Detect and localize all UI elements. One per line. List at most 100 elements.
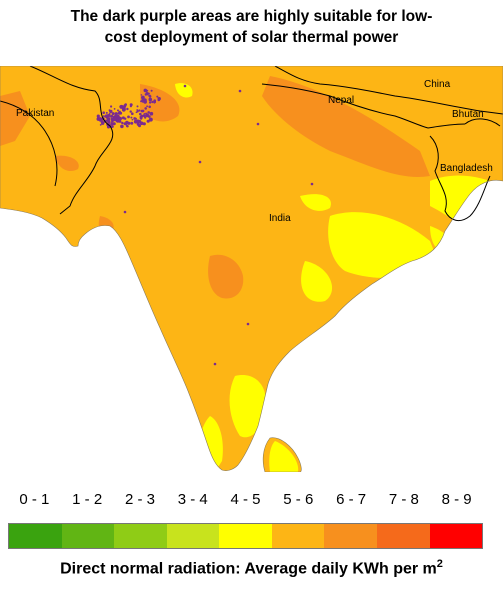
suitable-area-dot [110, 122, 114, 126]
suitable-area-dot [246, 322, 250, 326]
suitable-area-dot [238, 89, 242, 93]
suitable-area-dot [148, 101, 152, 104]
legend-caption-text: Direct normal radiation: Average daily K… [60, 560, 437, 578]
legend-swatch [219, 524, 272, 548]
legend-range-labels: 0 - 1 1 - 2 2 - 3 3 - 4 4 - 5 5 - 6 6 - 7 7 - 8… [8, 491, 483, 511]
suitable-area-dot [113, 108, 116, 110]
suitable-area-dot [146, 105, 149, 108]
zone-ganga-low [300, 194, 331, 211]
suitable-area-dot [143, 114, 146, 118]
suitable-area-dot [124, 117, 127, 120]
suitable-area-dot [129, 110, 132, 113]
suitable-area-dot [133, 119, 138, 124]
border-bangladesh [429, 135, 491, 222]
suitable-area-dot [138, 124, 141, 128]
suitable-area-dot [141, 109, 145, 113]
border-bhutan [464, 118, 501, 127]
suitable-area-dot [121, 116, 124, 119]
legend-swatch [61, 524, 115, 548]
suitable-area-dot [140, 100, 142, 103]
legend-range-label: 7 - 8 [388, 491, 419, 508]
border-himalaya-north [274, 66, 503, 115]
suitable-area-dot [108, 120, 110, 122]
suitable-area-dot [130, 121, 134, 125]
suitable-area-dot [127, 115, 130, 119]
suitable-area-dot [123, 210, 127, 214]
suitable-area-dot [256, 122, 260, 126]
label-nepal: Nepal [328, 95, 354, 106]
solar-radiation-map: Pakistan Nepal China Bhutan Bangladesh I… [0, 66, 503, 472]
label-pakistan: Pakistan [16, 108, 54, 119]
legend-swatch [324, 524, 377, 548]
zone-pakistan-high [0, 91, 30, 146]
suitable-area-dot [148, 117, 153, 122]
suitable-area-dot [123, 122, 127, 125]
suitable-area-dot [113, 122, 115, 125]
border-pakistan-west [0, 100, 58, 187]
suitable-area-dot [119, 104, 124, 109]
border-pakistan-india [29, 66, 114, 215]
suitable-area-dot [103, 115, 105, 117]
legend-color-bar [8, 523, 483, 549]
suitable-area-dot [139, 121, 144, 126]
zone-south-low [229, 375, 266, 438]
legend-range-label: 8 - 9 [441, 491, 472, 508]
suitable-area-dot [148, 105, 151, 109]
title-line-1: The dark purple areas are highly suitabl… [70, 8, 433, 25]
label-bhutan: Bhutan [452, 109, 484, 120]
suitable-area-dot [110, 110, 113, 113]
suitable-area-dot [148, 97, 152, 101]
legend-range-label: 0 - 1 [19, 491, 50, 508]
suitable-area-dot [148, 92, 150, 95]
legend-swatch [114, 524, 167, 548]
country-borders [0, 66, 503, 222]
suitable-area-dot [136, 110, 139, 113]
suitable-area-dot [183, 84, 187, 88]
suitable-area-dot [135, 117, 137, 120]
border-nepal [261, 83, 429, 129]
suitable-area-dot [310, 182, 314, 186]
suitable-area-dot [124, 103, 127, 106]
suitable-area-dot [150, 89, 153, 92]
suitable-area-dot [110, 114, 114, 118]
legend-swatch [429, 524, 483, 548]
suitable-area-dot [105, 111, 108, 114]
zone-north-low [175, 83, 193, 98]
suitable-area-dot [146, 89, 149, 92]
title-line-2: cost deployment of solar thermal power [104, 29, 399, 46]
suitable-area-dot [112, 116, 115, 118]
suitable-area-dot [114, 112, 119, 116]
legend-swatch [166, 524, 220, 548]
suitable-area-dot [101, 121, 105, 125]
suitable-area-dot [151, 100, 154, 104]
border-china-nepal-east [427, 123, 466, 129]
suitable-area-dot [110, 125, 114, 128]
zone-central-low [301, 261, 333, 302]
suitable-area-dot [106, 114, 111, 118]
legend-range-label: 1 - 2 [72, 491, 103, 508]
legend-range-label: 3 - 4 [177, 491, 208, 508]
suitable-area-dot [121, 121, 124, 125]
suitable-area-dot [110, 105, 113, 108]
suitable-area-dot [140, 94, 143, 96]
suitable-area-dot [131, 118, 134, 121]
suitable-area-dot [111, 117, 116, 122]
legend-swatch [271, 524, 325, 548]
suitable-area-dot [198, 160, 202, 164]
suitable-area-dot [98, 117, 102, 121]
suitable-area-dot [148, 95, 152, 98]
suitable-area-dot [129, 105, 132, 108]
legend-swatch [9, 524, 62, 548]
suitable-area-dot [131, 112, 134, 115]
legend-caption: Direct normal radiation: Average daily K… [0, 558, 503, 578]
label-china: China [424, 79, 451, 90]
suitable-areas [96, 84, 314, 366]
suitable-area-dot [117, 109, 119, 112]
suitable-area-dot [139, 116, 143, 120]
suitable-area-dot [153, 101, 156, 104]
zone-west-high [55, 155, 79, 172]
suitable-area-dot [156, 95, 159, 98]
suitable-area-dot [213, 362, 217, 366]
suitable-area-dot [157, 98, 161, 102]
legend-range-label: 4 - 5 [230, 491, 261, 508]
